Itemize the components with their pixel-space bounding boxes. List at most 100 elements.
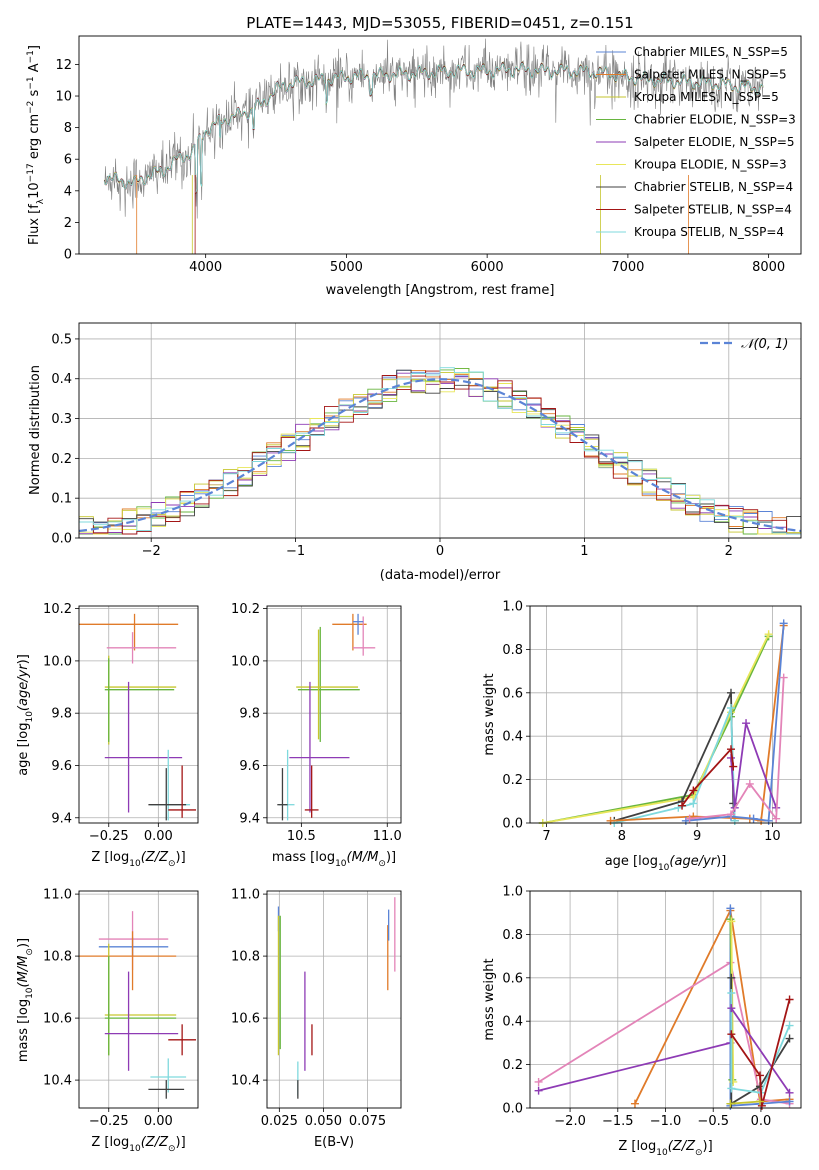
- x-tick-label: −2: [142, 544, 161, 559]
- legend-spectrum: Chabrier MILES, N_SSP=5 Salpeter MILES, N…: [596, 45, 796, 239]
- axes-1: −2 −1 0 1 2 0.0 0.1 0.2 0.3 0.4 0.5: [51, 322, 802, 559]
- y-axis-label: Normed distribution: [28, 365, 43, 495]
- axes-frame: [78, 890, 199, 1109]
- series-marker-salpeter_stelib: [729, 762, 738, 771]
- series-marker-pink: [726, 810, 735, 819]
- series-marker-salpeter_stelib: [689, 786, 698, 795]
- x-axis-label: wavelength [Angstrom, rest frame]: [326, 283, 555, 298]
- y-tick-label: 4: [64, 184, 72, 199]
- x-tick-label: 0: [436, 544, 444, 559]
- x-tick-label: −1: [286, 544, 305, 559]
- y-tick-label: 10.4: [43, 1074, 72, 1089]
- x-axis-label: Z [log10(Z/Z⊙)]: [91, 850, 185, 869]
- series-marker-pink: [534, 1077, 543, 1086]
- model-spectrum-kroupa_stelib: [103, 62, 764, 194]
- model-spectrum-chabrier_miles: [103, 61, 764, 195]
- series-marker-chabrier_miles: [785, 1097, 794, 1106]
- series-marker-kroupa_stelib: [727, 988, 736, 997]
- y-tick-label: 0.8: [502, 643, 523, 658]
- y-tick-label: 0.4: [502, 730, 523, 745]
- series-marker-kroupa_elodie: [727, 917, 736, 926]
- y-tick-label: 1.0: [502, 885, 523, 900]
- series-marker-kroupa_stelib: [726, 703, 735, 712]
- x-tick-label: 8: [618, 829, 626, 844]
- series-marker-salpeter_stelib: [785, 995, 794, 1004]
- y-tick-label: 10: [55, 90, 72, 105]
- y-tick-label: 8: [64, 121, 72, 136]
- x-tick-label: 0.050: [305, 1114, 342, 1129]
- series-marker-salpeter_stelib: [757, 1101, 766, 1110]
- series-line-kroupa_elodie: [730, 921, 735, 1083]
- y-tick-label: 0.5: [51, 332, 72, 347]
- axes-5: −0.25 0.00 10.4 10.6 10.8 11.0: [43, 888, 199, 1129]
- x-tick-label: −1.5: [602, 1114, 634, 1129]
- series-line-salpeter_elodie: [730, 722, 778, 809]
- y-tick-label: 0.2: [502, 773, 523, 788]
- y-tick-label: 10.6: [43, 1012, 72, 1027]
- series-marker-salpeter_miles: [606, 816, 615, 825]
- series-marker-salpeter_miles: [630, 1099, 639, 1108]
- y-tick-label: 0.4: [502, 1015, 523, 1030]
- y-tick-label: 10.6: [231, 1012, 260, 1027]
- y-tick-label: 0.4: [51, 372, 72, 387]
- model-spectrum-kroupa_elodie: [103, 61, 764, 195]
- y-tick-label: 2: [64, 216, 72, 231]
- x-tick-label: −1.0: [650, 1114, 682, 1129]
- axes-frame: [78, 35, 802, 255]
- x-tick-label: 0.00: [144, 1114, 173, 1129]
- series-marker-chabrier_stelib: [727, 973, 736, 982]
- axes-frame: [266, 605, 402, 824]
- x-tick-label: 0.00: [144, 829, 173, 844]
- series-marker-kroupa_elodie: [764, 630, 773, 639]
- y-axis-label: mass weight: [482, 958, 497, 1040]
- axes-6: 0.025 0.050 0.075 10.4 10.6 10.8 11.0: [231, 888, 402, 1129]
- x-tick-label: 7000: [611, 260, 644, 275]
- y-tick-label: 0.0: [502, 1102, 523, 1117]
- x-tick-label: 9: [693, 829, 701, 844]
- y-axis-label: mass [log10(M/M⊙)]: [16, 938, 35, 1062]
- x-tick-label: 11.0: [373, 829, 402, 844]
- series-marker-kroupa_stelib: [727, 1084, 736, 1093]
- legend-label: Salpeter ELODIE, N_SSP=5: [634, 135, 795, 149]
- x-tick-label: 8000: [752, 260, 785, 275]
- series-line-salpeter_elodie: [730, 1007, 791, 1094]
- axes-4: 7 8 9 10 0.0 0.2 0.4 0.6 0.8 1.0: [502, 600, 802, 844]
- y-tick-label: 0.6: [502, 971, 523, 986]
- series-marker-salpeter_stelib: [727, 1030, 736, 1039]
- series-marker-chabrier_miles: [779, 619, 788, 628]
- y-tick-label: 10.0: [231, 654, 260, 669]
- x-tick-label: 0.025: [261, 1114, 298, 1129]
- legend-label: 𝒩(0, 1): [741, 337, 788, 352]
- legend-label: Kroupa MILES, N_SSP=5: [634, 90, 779, 104]
- series-line-kroupa_stelib: [730, 993, 791, 1094]
- axes-frame: [529, 605, 802, 824]
- series-marker-kroupa_stelib: [785, 1021, 794, 1030]
- axes-3: 10.5 11.0 9.4 9.6 9.8 10.0 10.2: [231, 602, 402, 844]
- histogram-kroupa_elodie: [79, 372, 801, 535]
- series-line-salpeter_stelib: [730, 999, 791, 1107]
- y-tick-label: 0.0: [51, 532, 72, 547]
- y-tick-label: 10.2: [231, 602, 260, 617]
- axes-frame: [78, 322, 802, 539]
- series-marker-pink: [779, 673, 788, 682]
- series-marker-salpeter_stelib: [726, 745, 735, 754]
- y-tick-label: 10.0: [43, 654, 72, 669]
- y-tick-label: 0.1: [51, 492, 72, 507]
- data-spectrum: [104, 38, 764, 219]
- y-tick-label: 9.8: [239, 707, 260, 722]
- axes-7: −2.0 −1.5 −1.0 −0.5 0.0 0.0 0.2 0.4 0.6 0.8 1.0: [502, 885, 802, 1129]
- series-marker-salpeter_elodie: [534, 1086, 543, 1095]
- legend-label: Salpeter STELIB, N_SSP=4: [634, 203, 792, 217]
- legend-label: Salpeter MILES, N_SSP=5: [634, 68, 787, 82]
- y-tick-label: 0: [64, 248, 72, 263]
- y-tick-label: 10.4: [231, 1074, 260, 1089]
- axes-0: 4000 5000 6000 7000 8000 0 2 4 6 8 10 12: [55, 35, 802, 275]
- series-line-salpeter_miles: [634, 907, 790, 1105]
- y-tick-label: 9.4: [239, 811, 260, 826]
- series-marker-kroupa_miles: [755, 1097, 764, 1106]
- x-tick-label: −0.5: [697, 1114, 729, 1129]
- legend-label: Chabrier ELODIE, N_SSP=3: [634, 113, 796, 127]
- y-tick-label: 11.0: [231, 888, 260, 903]
- chart-title: PLATE=1443, MJD=53055, FIBERID=0451, z=0…: [246, 14, 633, 32]
